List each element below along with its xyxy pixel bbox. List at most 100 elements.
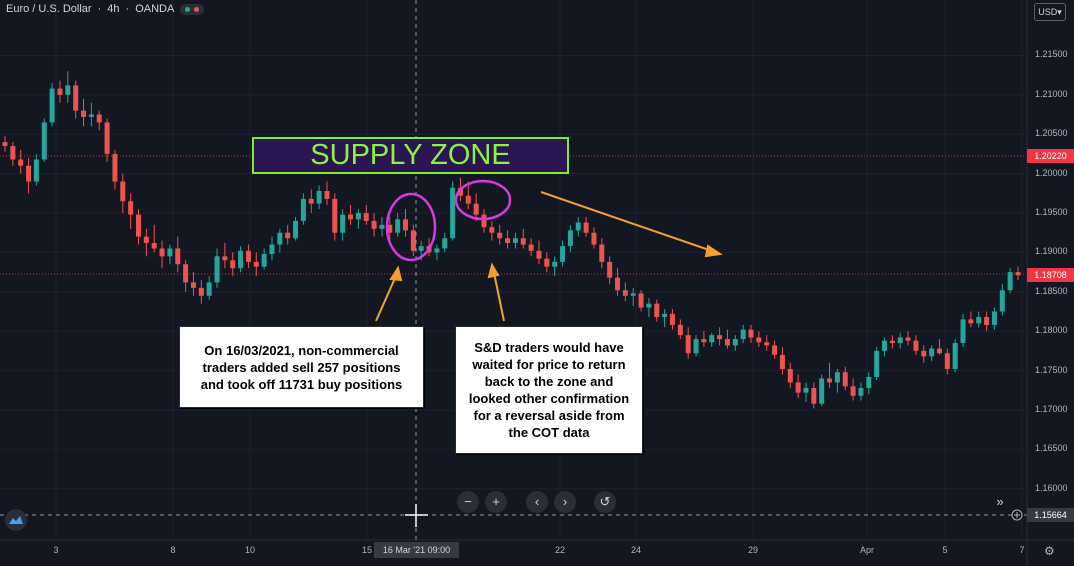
candle (222, 242, 228, 269)
candle (779, 346, 785, 375)
currency-dropdown[interactable]: USD ▾ (1034, 3, 1066, 21)
candle (583, 216, 589, 237)
symbol-header[interactable]: Euro / U.S. Dollar · 4h · OANDA (6, 3, 205, 15)
candle (198, 280, 204, 304)
candle (88, 102, 94, 127)
candle (795, 374, 801, 399)
price-tick-label: 1.18500 (1035, 285, 1068, 296)
candle (936, 339, 942, 355)
candle (450, 181, 456, 241)
candle (261, 248, 267, 270)
broker-label: OANDA (135, 3, 175, 15)
crosshair-cursor (405, 504, 428, 527)
candle (732, 335, 738, 351)
candle (316, 185, 322, 210)
go-to-realtime-button[interactable]: » (996, 494, 1004, 509)
candle (355, 209, 361, 229)
candle (167, 244, 173, 265)
gear-icon[interactable]: ⚙ (1044, 544, 1055, 558)
candle (654, 299, 660, 322)
candle (128, 193, 134, 229)
candle (473, 193, 479, 221)
candle (827, 362, 833, 388)
candle (41, 118, 47, 162)
candle (560, 240, 566, 267)
arrows (375, 191, 723, 322)
candle (230, 252, 236, 277)
candle (552, 256, 558, 277)
candle (481, 209, 487, 233)
candle (913, 335, 919, 355)
candle (18, 150, 24, 174)
candle (772, 340, 778, 359)
candle (104, 118, 110, 162)
candle (442, 232, 448, 253)
add-alert-icon[interactable] (1011, 509, 1023, 521)
time-tick-label: 10 (244, 545, 256, 555)
cot-note: On 16/03/2021, non-commercial traders ad… (179, 326, 424, 408)
candle (402, 209, 408, 237)
supply-zone-label: SUPPLY ZONE (252, 137, 569, 174)
time-tick-label: 29 (747, 545, 759, 555)
candle (348, 205, 354, 225)
market-status-icon[interactable] (180, 3, 205, 15)
scroll-right-button[interactable]: › (554, 491, 576, 513)
price-tick-label: 1.19000 (1035, 246, 1068, 257)
candle (520, 228, 526, 249)
time-tick-label: 5 (942, 545, 948, 555)
candle (834, 369, 840, 393)
candle (73, 80, 79, 119)
zoom-in-button[interactable]: + (485, 491, 507, 513)
candle (285, 224, 291, 245)
candle (183, 260, 189, 292)
candle (120, 173, 126, 214)
price-tick-label: 1.19500 (1035, 207, 1068, 218)
candle (850, 378, 856, 401)
price-tick-label: 1.21500 (1035, 49, 1068, 60)
candle (175, 236, 181, 273)
candle (143, 228, 149, 257)
price-tick-label: 1.21000 (1035, 88, 1068, 99)
price-tick-label: 1.20000 (1035, 167, 1068, 178)
candle (685, 327, 691, 359)
candle (882, 337, 888, 357)
candle (811, 382, 817, 409)
candle (505, 230, 511, 249)
candle (984, 311, 990, 332)
candle (332, 193, 338, 241)
candle (324, 181, 330, 206)
zoom-out-button[interactable]: − (457, 491, 479, 513)
candle (49, 83, 55, 127)
candle (269, 236, 275, 261)
candle (2, 135, 8, 152)
candle (976, 311, 982, 328)
tradingview-logo-icon[interactable] (5, 509, 27, 531)
candle (748, 324, 754, 344)
candle (387, 216, 393, 241)
candle (960, 313, 966, 347)
candle (308, 189, 314, 214)
candle (300, 193, 306, 225)
candle (669, 309, 675, 330)
candle (929, 345, 935, 362)
candle (615, 268, 621, 296)
candle (630, 287, 636, 306)
candle (567, 224, 573, 253)
candle (379, 216, 385, 237)
candle (65, 71, 71, 103)
candle (952, 339, 958, 373)
candle (277, 228, 283, 253)
candle (607, 256, 613, 284)
candle (842, 366, 848, 391)
reset-chart-button[interactable]: ↺ (594, 491, 616, 513)
time-tick-label: Apr (859, 545, 875, 555)
scroll-left-button[interactable]: ‹ (526, 491, 548, 513)
candle (489, 220, 495, 241)
candle (999, 283, 1005, 316)
candle (293, 216, 299, 241)
price-tag: 1.18708 (1027, 268, 1074, 283)
candle (858, 382, 864, 401)
candle (575, 216, 581, 237)
candle (371, 213, 377, 237)
